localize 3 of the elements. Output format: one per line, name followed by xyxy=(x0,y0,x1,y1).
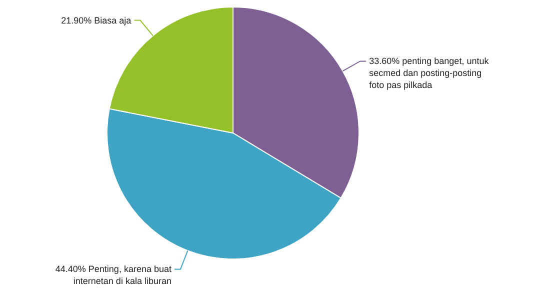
slice-label: 33.60% penting banget, untuk secmed dan posting-posting foto pas pilkada xyxy=(369,56,490,90)
slice-label: 44.40% Penting, karena buat internetan di kala liburan xyxy=(55,264,172,286)
slice-label: 21.90% Biasa aja xyxy=(61,15,132,26)
